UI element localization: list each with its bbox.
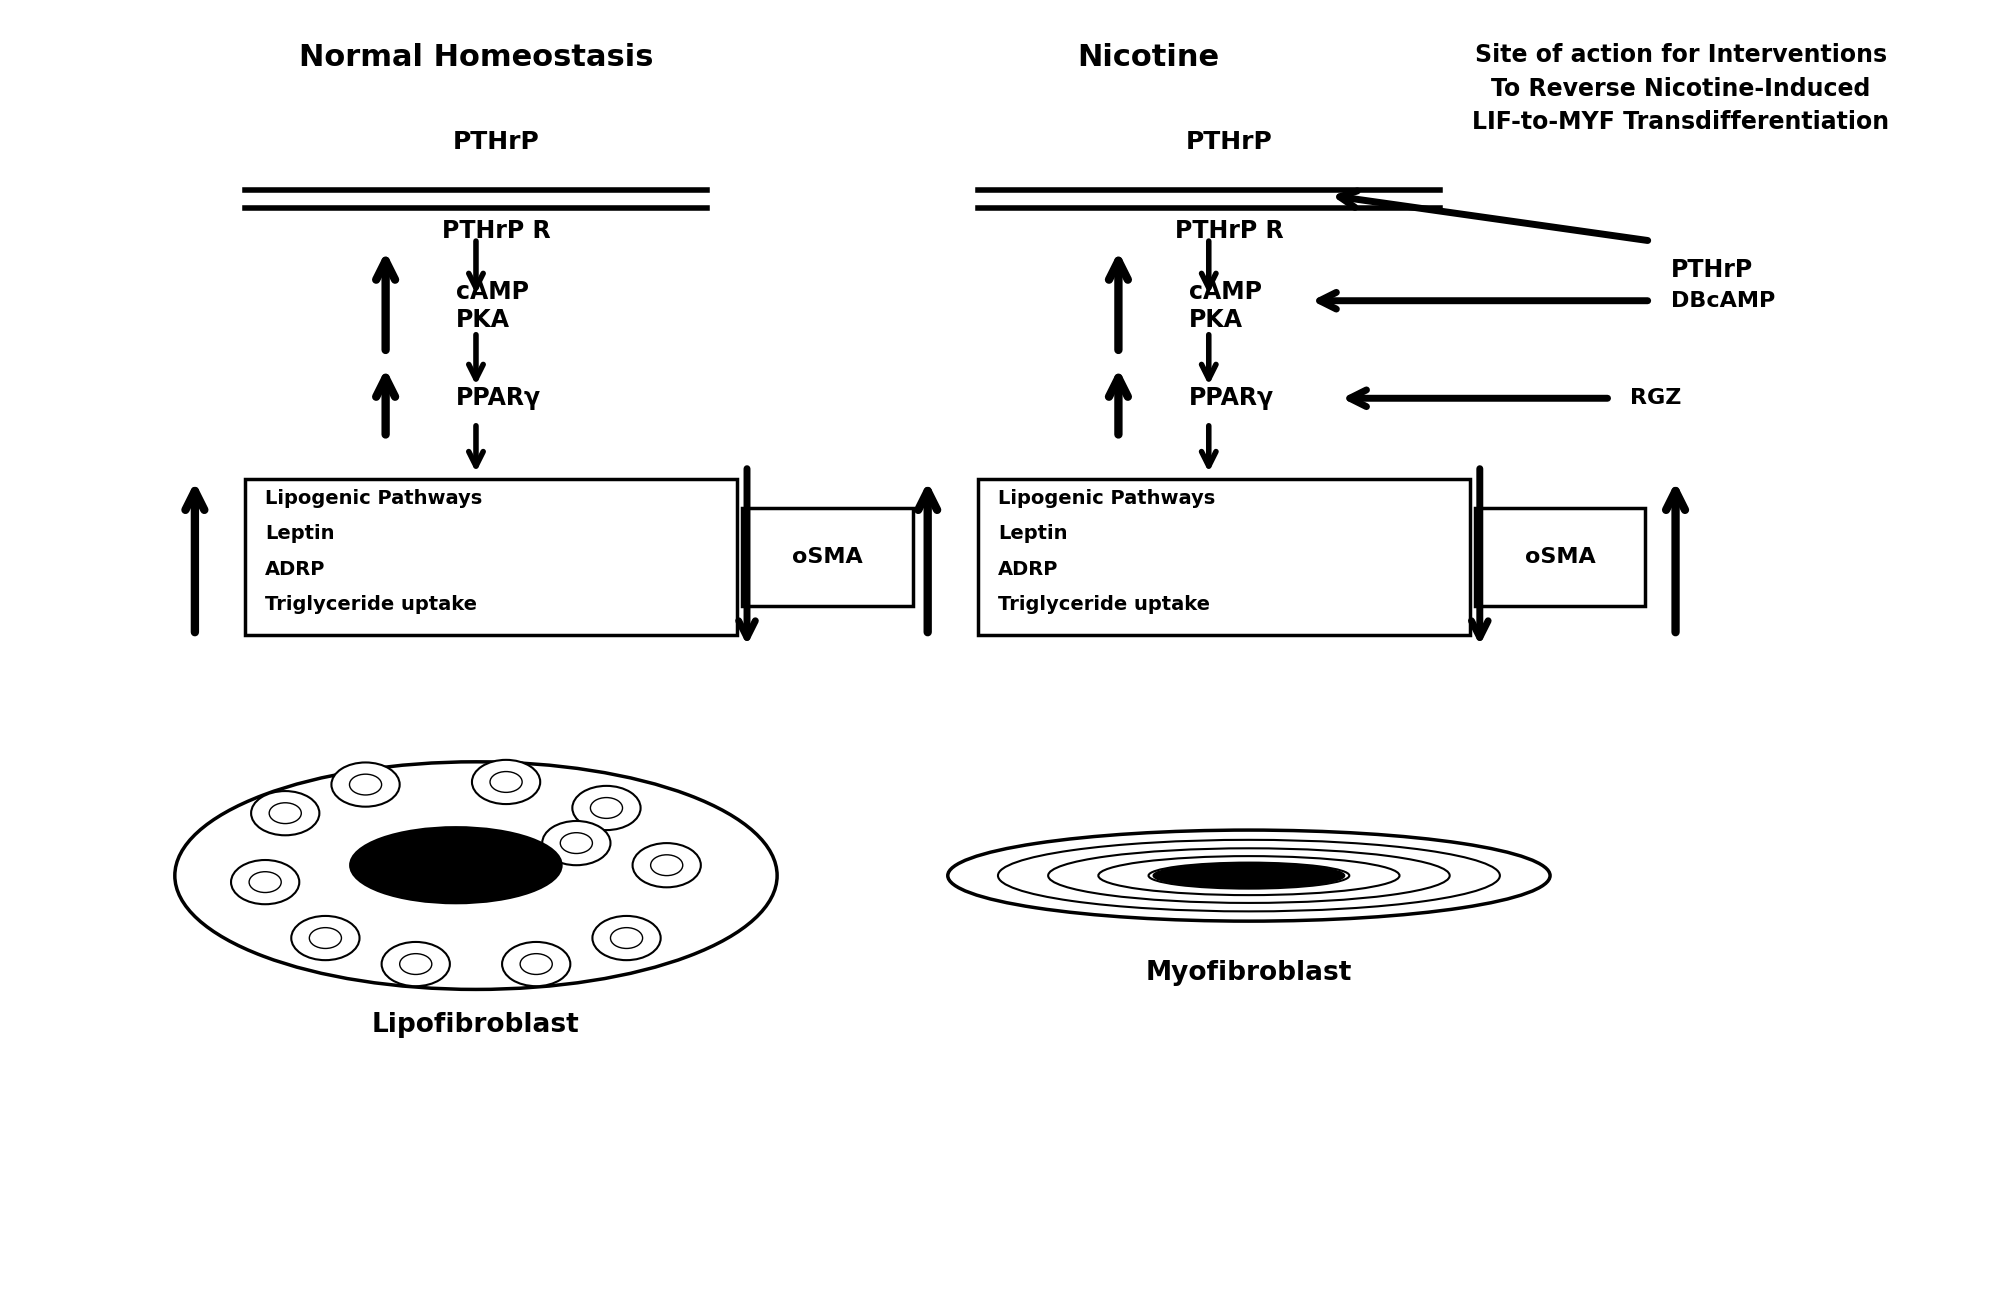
Text: Lipogenic Pathways: Lipogenic Pathways: [998, 490, 1216, 508]
Ellipse shape: [1099, 856, 1399, 895]
Circle shape: [591, 797, 623, 818]
Text: ADRP: ADRP: [998, 559, 1058, 579]
Text: PTHrP R: PTHrP R: [442, 219, 550, 242]
Text: Normal Homeostasis: Normal Homeostasis: [298, 43, 653, 72]
Text: Site of action for Interventions
To Reverse Nicotine-Induced
LIF-to-MYF Transdif: Site of action for Interventions To Reve…: [1472, 43, 1889, 135]
Circle shape: [573, 785, 641, 830]
Ellipse shape: [948, 830, 1550, 922]
FancyBboxPatch shape: [742, 508, 913, 606]
Text: cAMP: cAMP: [1189, 280, 1262, 304]
Ellipse shape: [998, 840, 1500, 911]
Text: Leptin: Leptin: [998, 525, 1066, 543]
Text: PTHrP: PTHrP: [454, 130, 540, 153]
Circle shape: [633, 843, 702, 888]
Text: Nicotine: Nicotine: [1077, 43, 1220, 72]
Circle shape: [593, 916, 661, 961]
FancyBboxPatch shape: [1476, 508, 1645, 606]
Circle shape: [611, 928, 643, 949]
Text: PTHrP: PTHrP: [1671, 258, 1752, 281]
Circle shape: [520, 954, 552, 974]
Text: PPARγ: PPARγ: [1189, 386, 1274, 410]
Text: PTHrP R: PTHrP R: [1175, 219, 1282, 242]
Text: Lipogenic Pathways: Lipogenic Pathways: [266, 490, 482, 508]
Circle shape: [399, 954, 431, 974]
Circle shape: [349, 774, 381, 795]
FancyBboxPatch shape: [978, 479, 1470, 635]
Circle shape: [502, 942, 571, 986]
Circle shape: [542, 821, 611, 865]
Text: DBcAMP: DBcAMP: [1671, 291, 1774, 310]
Text: PKA: PKA: [456, 308, 510, 332]
Text: οSMA: οSMA: [1524, 547, 1595, 567]
Text: Lipofibroblast: Lipofibroblast: [373, 1012, 581, 1038]
Circle shape: [290, 916, 359, 961]
FancyBboxPatch shape: [246, 479, 738, 635]
Text: PPARγ: PPARγ: [456, 386, 540, 410]
Circle shape: [250, 872, 280, 893]
Text: ADRP: ADRP: [266, 559, 325, 579]
Text: cAMP: cAMP: [456, 280, 528, 304]
Text: Myofibroblast: Myofibroblast: [1145, 961, 1353, 986]
Circle shape: [381, 942, 450, 986]
Circle shape: [252, 791, 319, 835]
Text: RGZ: RGZ: [1631, 389, 1681, 408]
Ellipse shape: [351, 827, 560, 903]
Ellipse shape: [175, 762, 776, 990]
Circle shape: [270, 802, 300, 823]
Circle shape: [331, 762, 399, 806]
Text: PKA: PKA: [1189, 308, 1242, 332]
Text: Leptin: Leptin: [266, 525, 335, 543]
Circle shape: [308, 928, 341, 949]
Circle shape: [472, 759, 540, 804]
Ellipse shape: [1048, 848, 1450, 903]
Circle shape: [232, 860, 298, 905]
Text: Triglyceride uptake: Triglyceride uptake: [998, 594, 1210, 614]
Ellipse shape: [1153, 864, 1345, 888]
Circle shape: [651, 855, 683, 876]
Ellipse shape: [1149, 863, 1349, 889]
Circle shape: [560, 833, 593, 853]
Circle shape: [490, 771, 522, 792]
Text: PTHrP: PTHrP: [1185, 130, 1272, 153]
Text: Triglyceride uptake: Triglyceride uptake: [266, 594, 478, 614]
Text: οSMA: οSMA: [792, 547, 863, 567]
